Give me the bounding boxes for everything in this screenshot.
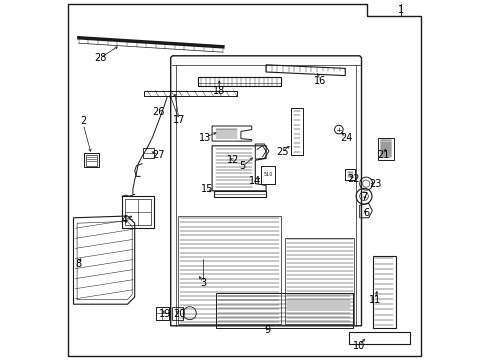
Text: 15: 15 [200,184,212,194]
Text: 13: 13 [198,132,211,143]
Text: 17: 17 [172,114,185,125]
Text: 22: 22 [346,174,359,184]
Text: 16: 16 [313,76,325,86]
Text: 2: 2 [80,116,86,126]
Text: 1: 1 [397,5,404,15]
Text: 19: 19 [158,309,170,319]
Text: 510: 510 [263,172,272,177]
Text: 24: 24 [339,132,351,143]
Text: 23: 23 [369,179,381,189]
Text: 20: 20 [173,309,185,319]
Text: 26: 26 [152,107,164,117]
Text: 12: 12 [226,155,239,165]
Text: 3: 3 [200,278,206,288]
Text: 11: 11 [368,294,381,305]
Text: 14: 14 [249,176,261,186]
Text: 7: 7 [361,192,367,202]
Text: 10: 10 [352,341,365,351]
Text: 21: 21 [377,150,389,160]
Text: 25: 25 [276,147,288,157]
Text: 18: 18 [213,86,225,96]
Text: 6: 6 [363,208,369,218]
Text: 8: 8 [75,258,81,269]
Text: 4: 4 [122,215,128,225]
Text: 9: 9 [264,325,270,336]
Text: 5: 5 [239,161,245,171]
Text: 27: 27 [152,150,165,160]
Text: 28: 28 [94,53,106,63]
